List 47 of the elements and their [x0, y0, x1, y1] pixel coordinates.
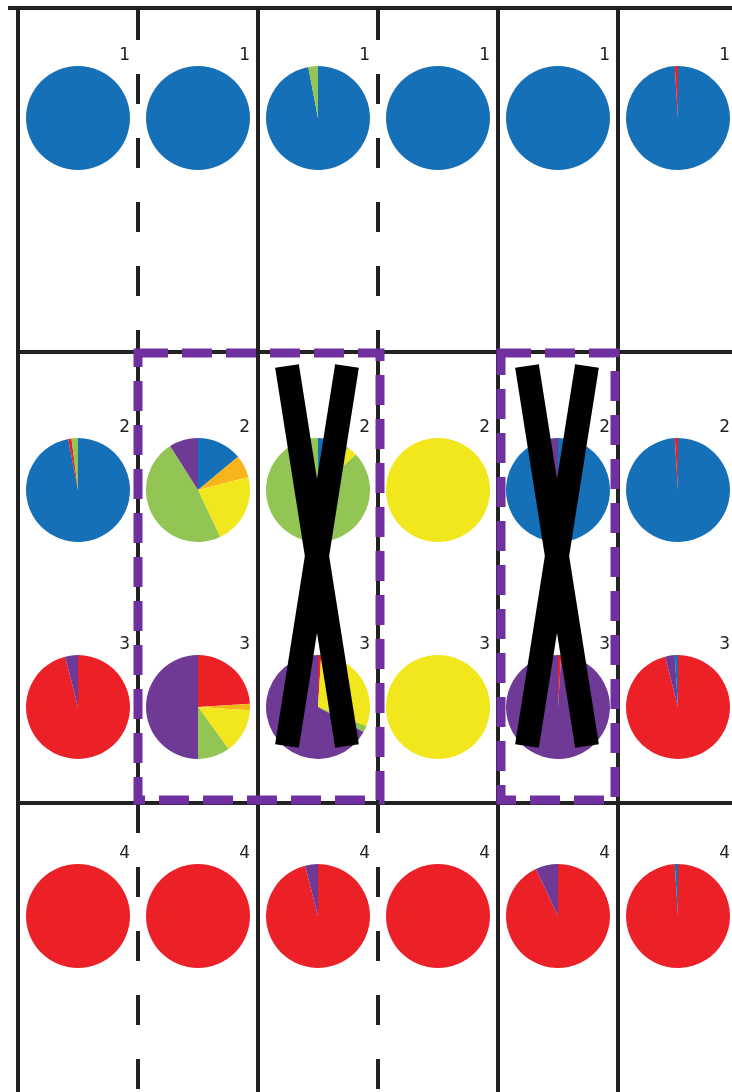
pie-slice — [198, 707, 250, 750]
chart-title: 1 — [239, 44, 250, 64]
pie-slice — [266, 66, 370, 170]
pie-slice — [26, 438, 130, 542]
chart-title: 1 — [719, 44, 730, 64]
chart-title: 4 — [719, 842, 730, 862]
pie-slice — [535, 864, 558, 916]
chart-title: 4 — [359, 842, 370, 862]
pie-slice — [198, 707, 229, 759]
chart-title: 4 — [119, 842, 130, 862]
chart-title: 3 — [479, 633, 490, 653]
chart-title: 2 — [119, 416, 130, 436]
chart-title: 4 — [479, 842, 490, 862]
chart-title: 2 — [239, 416, 250, 436]
pie-slice — [198, 456, 249, 490]
pie-slice — [626, 864, 730, 968]
pie-slice — [665, 655, 678, 707]
chart-title: 3 — [119, 633, 130, 653]
chart-title: 3 — [239, 633, 250, 653]
chart-title: 1 — [599, 44, 610, 64]
chart-title: 2 — [719, 416, 730, 436]
chart-title: 1 — [359, 44, 370, 64]
pie-slice — [626, 438, 730, 542]
chart-title: 3 — [599, 633, 610, 653]
chart-title: 4 — [599, 842, 610, 862]
chart-title: 3 — [719, 633, 730, 653]
pie-slice — [266, 864, 370, 968]
chart-title: 2 — [359, 416, 370, 436]
chart-title: 1 — [479, 44, 490, 64]
pie-slice — [198, 438, 239, 490]
pie-slice — [308, 66, 318, 118]
pie-slice — [170, 438, 198, 490]
pie-slice — [198, 655, 250, 707]
pie-slice — [26, 655, 130, 759]
pie-slice — [626, 655, 730, 759]
chart-title: 4 — [239, 842, 250, 862]
pie-slice — [146, 655, 198, 759]
pie-slice — [305, 864, 318, 916]
chart-title: 1 — [119, 44, 130, 64]
pie-slice — [626, 66, 730, 170]
pie-slice — [506, 864, 610, 968]
pie-slice — [198, 477, 250, 538]
chart-title: 3 — [359, 633, 370, 653]
chart-title: 2 — [479, 416, 490, 436]
pie-slice — [146, 446, 221, 542]
pie-slice — [65, 655, 78, 707]
chart-title: 2 — [599, 416, 610, 436]
